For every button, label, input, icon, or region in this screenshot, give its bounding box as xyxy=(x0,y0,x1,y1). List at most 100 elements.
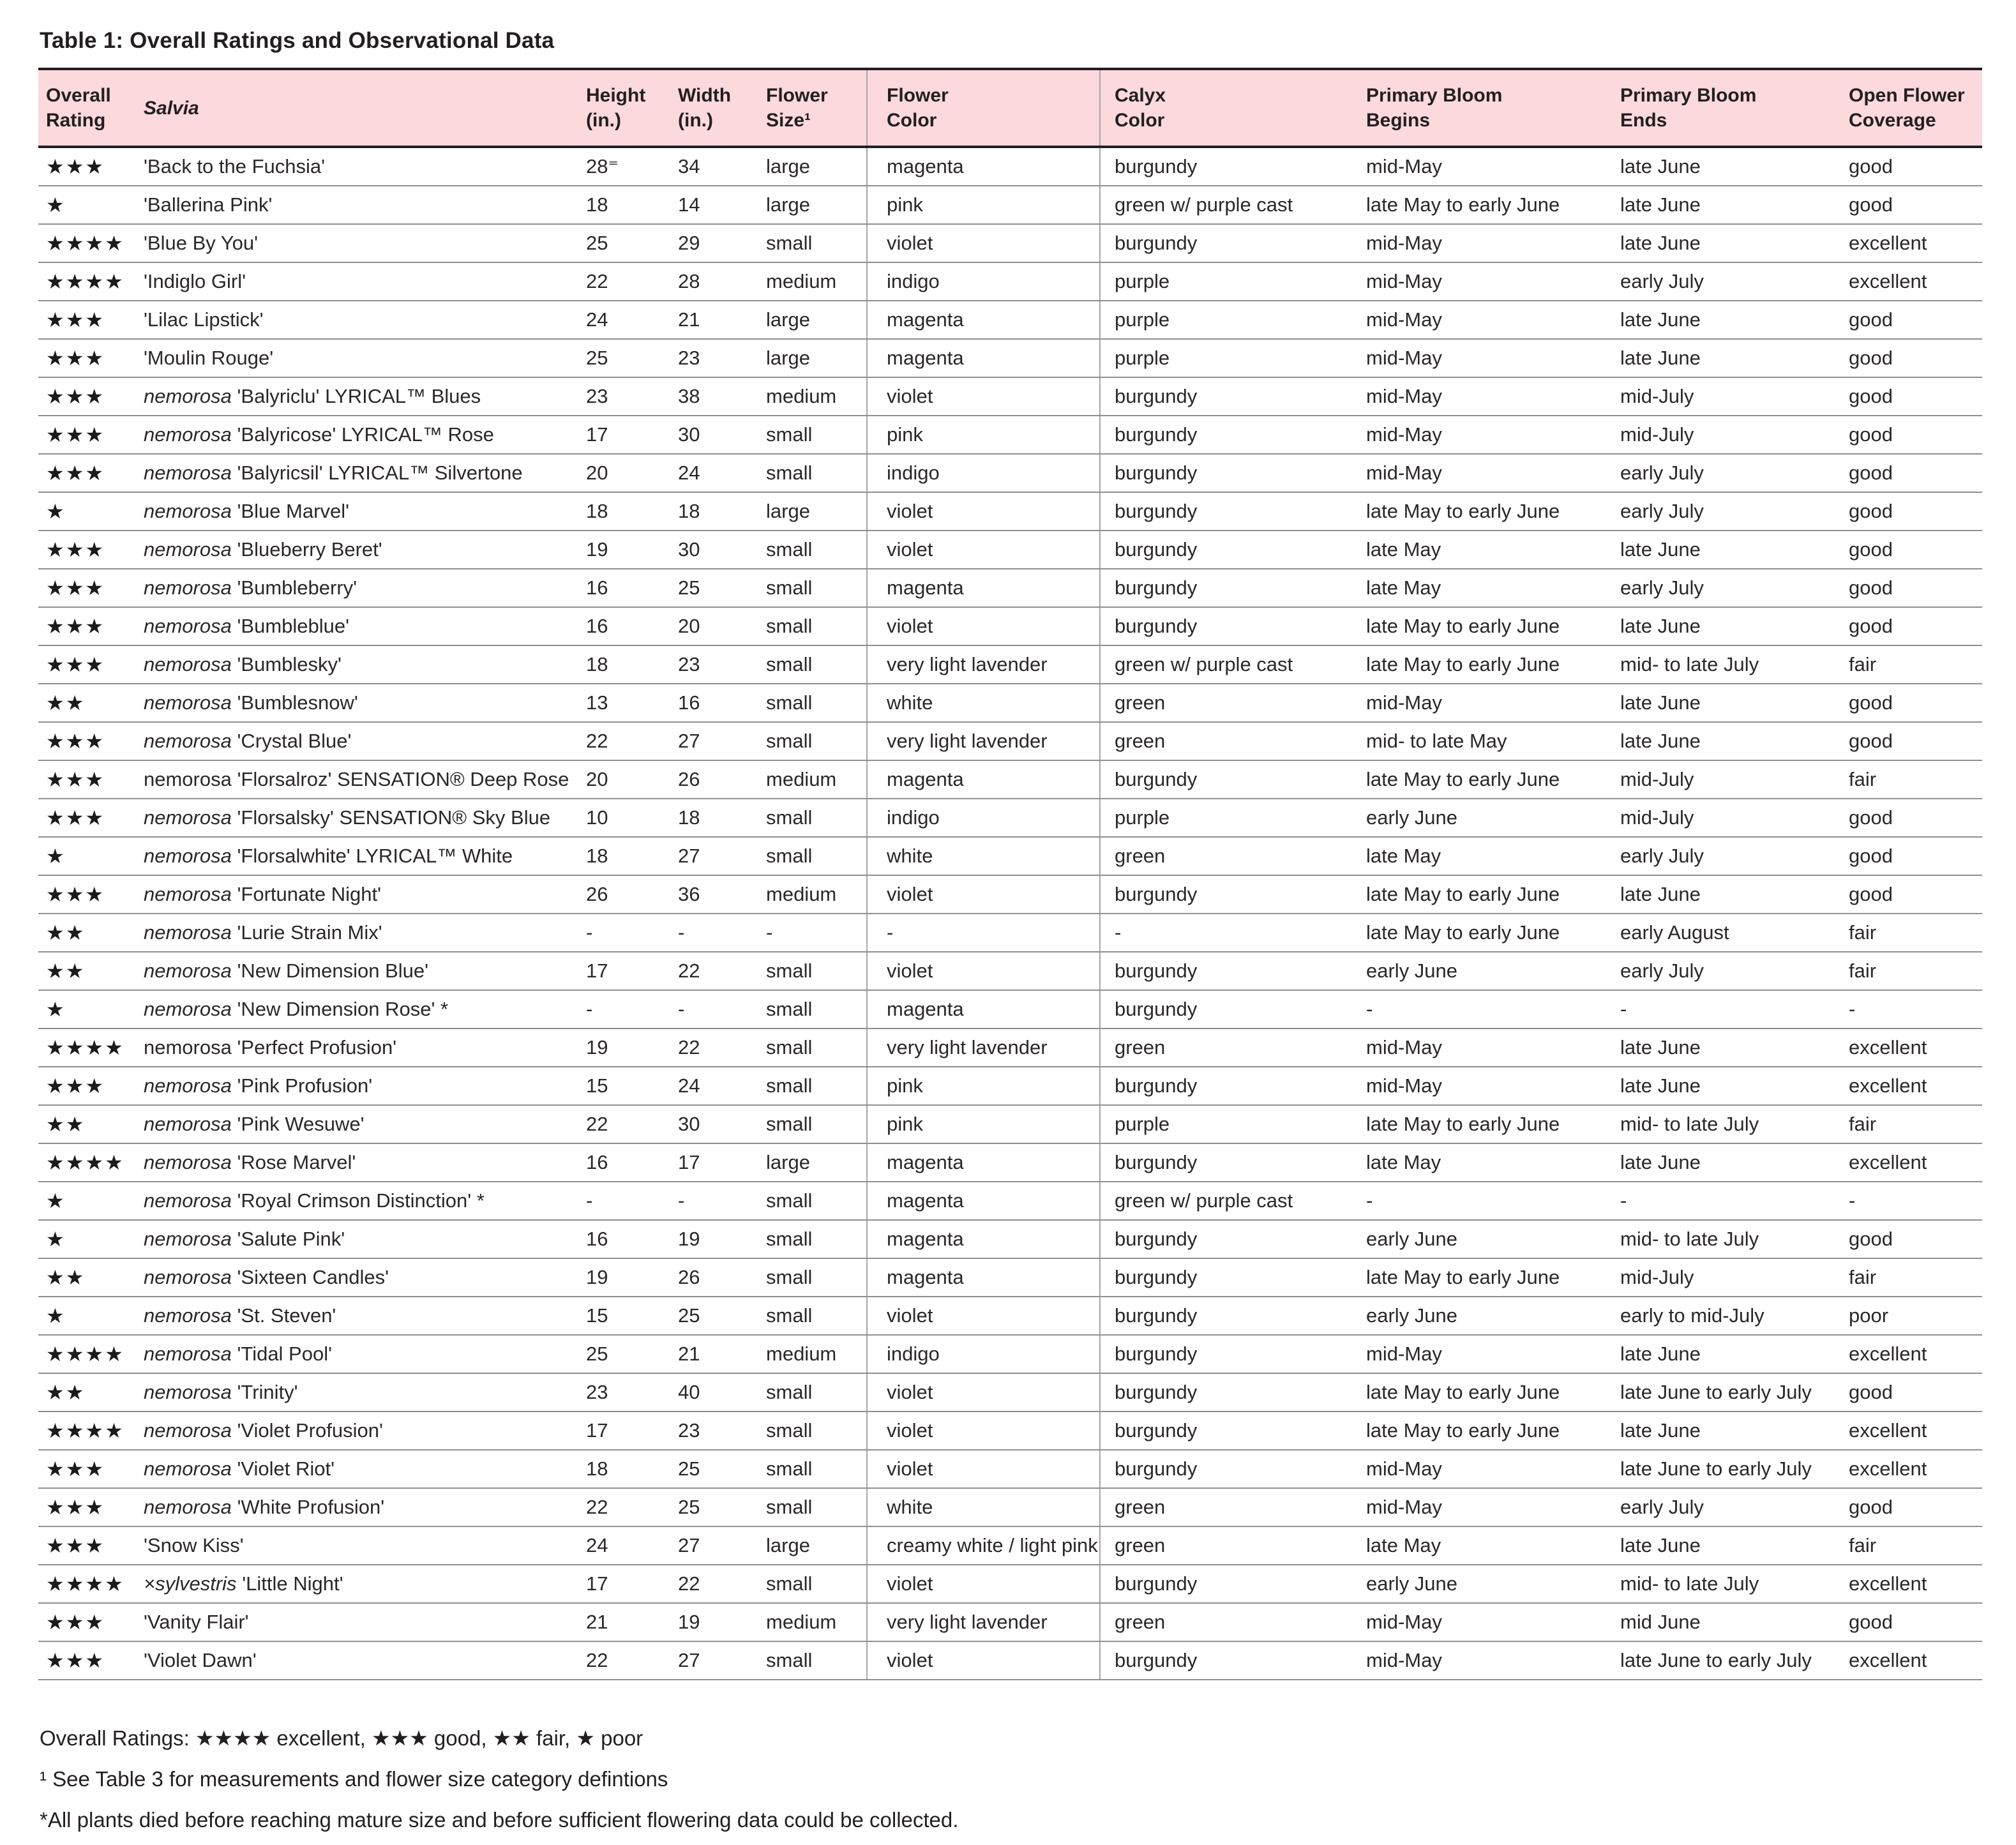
rating-cell: ★★ xyxy=(38,1373,144,1412)
coverage-cell: fair xyxy=(1849,645,1982,684)
flower-size-cell: small xyxy=(766,454,867,493)
bloom-ends-cell: early August xyxy=(1620,914,1849,953)
height-cell: 22 xyxy=(586,722,678,761)
coverage-cell: good xyxy=(1849,454,1982,493)
table-row: ★★★ nemorosa 'Crystal Blue' 22 27 small very … xyxy=(38,722,1982,761)
bloom-begins-cell: mid-May xyxy=(1366,454,1620,493)
flower-color-cell: magenta xyxy=(866,147,1100,186)
rating-cell: ★★ xyxy=(38,952,144,991)
table-row: ★★ nemorosa 'Trinity' 23 40 small violet burgu… xyxy=(38,1373,1982,1412)
salvia-cell: nemorosa 'New Dimension Rose' * xyxy=(144,990,586,1029)
cultivar-name: 'Lilac Lipstick' xyxy=(144,308,264,331)
bloom-begins-cell: mid-May xyxy=(1366,416,1620,455)
column-header-bloom-begins: Primary Bloom Begins xyxy=(1366,68,1620,148)
rating-cell: ★★★★ xyxy=(38,262,144,301)
coverage-cell: good xyxy=(1849,607,1982,646)
width-cell: 19 xyxy=(678,1220,766,1259)
salvia-cell: nemorosa 'Balyricsil' LYRICAL™ Silverton… xyxy=(144,454,586,493)
bloom-ends-cell: late June xyxy=(1620,186,1849,225)
table-row: ★ 'Ballerina Pink' 18 14 large pink green w/ p… xyxy=(38,186,1982,225)
bloom-begins-cell: late May xyxy=(1366,531,1620,569)
flower-size-cell: large xyxy=(766,339,867,378)
width-cell: 22 xyxy=(678,952,766,991)
bloom-begins-cell: mid-May xyxy=(1366,684,1620,723)
cultivar-name: 'Balyricsil' LYRICAL™ Silvertone xyxy=(237,462,523,484)
coverage-cell: good xyxy=(1849,569,1982,608)
table-header: Overall Rating Salvia Height (in.) Width… xyxy=(38,68,1982,148)
calyx-color-cell: burgundy xyxy=(1099,875,1366,914)
flower-color-cell: violet xyxy=(866,1297,1100,1336)
salvia-cell: 'Moulin Rouge' xyxy=(144,339,586,378)
calyx-color-cell: purple xyxy=(1099,339,1366,378)
bloom-begins-cell: late May to early June xyxy=(1366,1412,1620,1450)
calyx-color-cell: purple xyxy=(1099,301,1366,340)
coverage-cell: excellent xyxy=(1849,1067,1982,1106)
cultivar-name: 'Sixteen Candles' xyxy=(237,1266,389,1288)
coverage-cell: excellent xyxy=(1849,1450,1982,1489)
ratings-legend: Overall Ratings: ★★★★ excellent, ★★★ goo… xyxy=(40,1726,643,1750)
flower-size-cell: small xyxy=(766,1641,867,1680)
bloom-begins-cell: mid-May xyxy=(1366,1641,1620,1680)
calyx-color-cell: - xyxy=(1099,914,1366,953)
height-cell: 19 xyxy=(586,1258,678,1297)
cultivar-name: 'Ballerina Pink' xyxy=(144,193,273,216)
species-name: nemorosa xyxy=(144,1304,232,1327)
bloom-ends-cell: late June xyxy=(1620,339,1849,378)
flower-color-cell: pink xyxy=(866,1067,1100,1106)
table-row: ★★★ nemorosa 'Bumbleblue' 16 20 small violet b… xyxy=(38,607,1982,646)
table-row: ★★★ 'Violet Dawn' 22 27 small violet burgundy m… xyxy=(38,1641,1982,1680)
width-cell: 25 xyxy=(678,1297,766,1336)
height-cell: 22 xyxy=(586,262,678,301)
height-cell: - xyxy=(586,1182,678,1221)
table-row: ★★★★ 'Indiglo Girl' 22 28 medium indigo purple… xyxy=(38,262,1982,301)
width-cell: 29 xyxy=(678,224,766,263)
cultivar-name: 'Violet Profusion' xyxy=(237,1419,383,1442)
flower-size-cell: small xyxy=(766,1488,867,1527)
flower-color-cell: very light lavender xyxy=(866,1028,1100,1067)
width-cell: 22 xyxy=(678,1565,766,1604)
bloom-begins-cell: early June xyxy=(1366,1565,1620,1604)
cultivar-name: 'Rose Marvel' xyxy=(237,1151,356,1173)
table-row: ★★★ 'Lilac Lipstick' 24 21 large magenta purpl… xyxy=(38,301,1982,340)
table-row: ★★★ 'Back to the Fuchsia' 28⁼ 34 large magent… xyxy=(38,147,1982,186)
height-cell: 17 xyxy=(586,1412,678,1450)
calyx-color-cell: burgundy xyxy=(1099,607,1366,646)
bloom-ends-cell: late June xyxy=(1620,1067,1849,1106)
height-cell: 17 xyxy=(586,952,678,991)
cultivar-name: 'Pink Profusion' xyxy=(237,1074,373,1097)
width-cell: 28 xyxy=(678,262,766,301)
height-cell: 25 xyxy=(586,1335,678,1374)
rating-cell: ★★★★ xyxy=(38,1335,144,1374)
flower-color-cell: magenta xyxy=(866,1258,1100,1297)
species-name: nemorosa xyxy=(144,1074,232,1097)
width-cell: 22 xyxy=(678,1028,766,1067)
bloom-begins-cell: mid-May xyxy=(1366,377,1620,416)
height-cell: 17 xyxy=(586,1565,678,1604)
calyx-color-cell: burgundy xyxy=(1099,760,1366,799)
flower-size-cell: large xyxy=(766,301,867,340)
width-cell: 21 xyxy=(678,301,766,340)
flower-size-cell: small xyxy=(766,416,867,455)
salvia-cell: nemorosa 'Bumblesky' xyxy=(144,645,586,684)
cultivar-name: 'Royal Crimson Distinction' * xyxy=(237,1189,485,1212)
coverage-cell: good xyxy=(1849,531,1982,569)
table-row: ★ nemorosa 'Blue Marvel' 18 18 large violet bu… xyxy=(38,492,1982,531)
column-header-flower-size: Flower Size¹ xyxy=(766,68,867,148)
calyx-color-cell: burgundy xyxy=(1099,569,1366,608)
species-name: nemorosa xyxy=(144,538,232,561)
width-cell: 18 xyxy=(678,492,766,531)
height-cell: 22 xyxy=(586,1488,678,1527)
coverage-cell: excellent xyxy=(1849,1412,1982,1450)
species-name: nemorosa xyxy=(144,921,232,944)
height-cell: 17 xyxy=(586,416,678,455)
cultivar-name: 'Bumbleberry' xyxy=(237,576,357,599)
rating-cell: ★ xyxy=(38,1297,144,1336)
cultivar-name: 'Lurie Strain Mix' xyxy=(237,921,382,944)
salvia-cell: 'Blue By You' xyxy=(144,224,586,263)
species-name: ×sylvestris xyxy=(144,1572,237,1595)
width-cell: 26 xyxy=(678,760,766,799)
width-cell: 16 xyxy=(678,684,766,723)
calyx-color-cell: burgundy xyxy=(1099,1412,1366,1450)
calyx-color-cell: green xyxy=(1099,1603,1366,1642)
coverage-cell: excellent xyxy=(1849,224,1982,263)
